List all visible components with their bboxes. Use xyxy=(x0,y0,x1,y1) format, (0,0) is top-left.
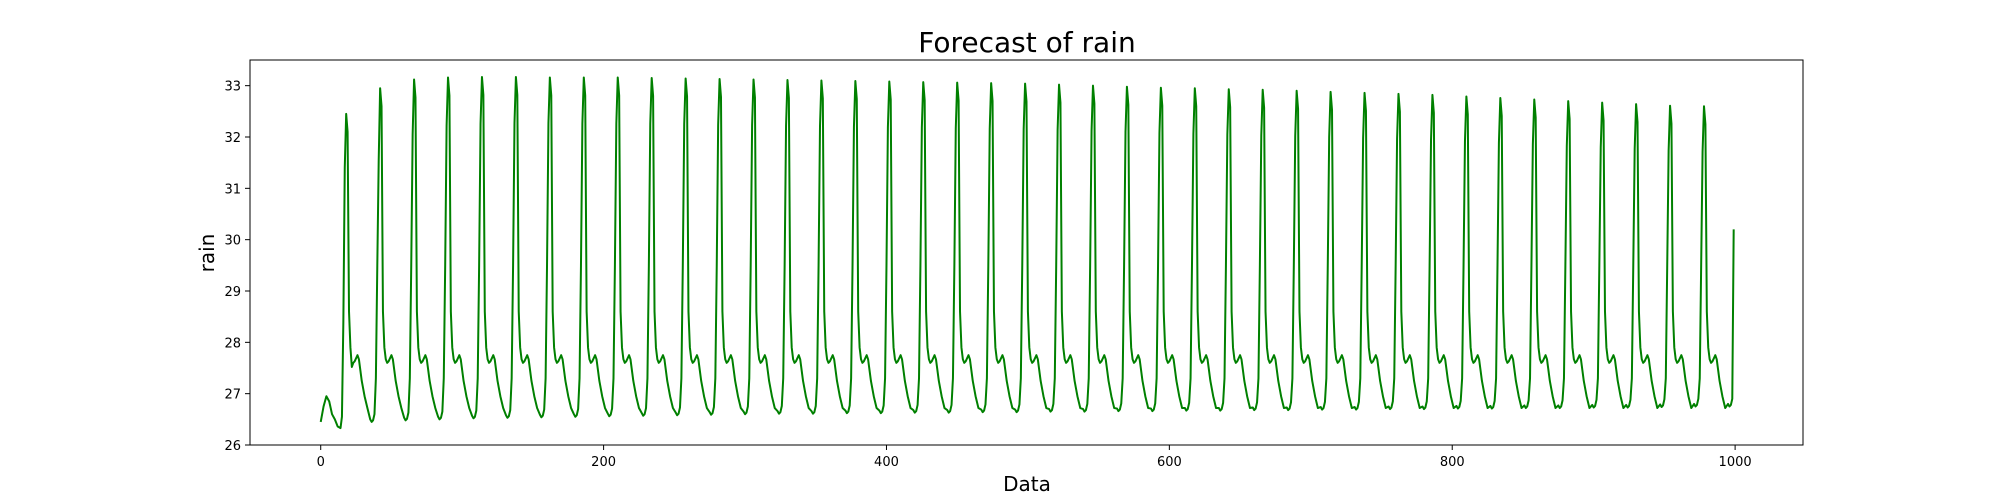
x-tick-label: 1000 xyxy=(1719,455,1752,470)
y-tick-label: 31 xyxy=(224,182,241,197)
y-tick-label: 32 xyxy=(224,131,241,146)
y-tick-label: 33 xyxy=(224,80,241,95)
x-tick-label: 600 xyxy=(1157,455,1182,470)
x-tick-label: 0 xyxy=(317,455,325,470)
x-tick-label: 800 xyxy=(1440,455,1465,470)
y-tick-label: 29 xyxy=(224,285,241,300)
plot-area xyxy=(249,59,1804,446)
y-tick-label: 27 xyxy=(224,388,241,403)
y-axis-label: rain xyxy=(195,234,219,273)
y-tick-label: 28 xyxy=(224,336,241,351)
chart-title: Forecast of rain xyxy=(918,26,1135,59)
x-tick-label: 200 xyxy=(591,455,616,470)
x-tick-label: 400 xyxy=(874,455,899,470)
y-axis: 26 27 28 29 30 31 32 33 xyxy=(224,80,250,454)
x-axis-label: Data xyxy=(1003,472,1051,496)
rain-forecast-line xyxy=(319,75,1735,430)
y-tick-label: 30 xyxy=(224,234,241,249)
x-axis: 0 200 400 600 800 1000 xyxy=(317,445,1752,470)
y-tick-label: 26 xyxy=(224,439,241,454)
